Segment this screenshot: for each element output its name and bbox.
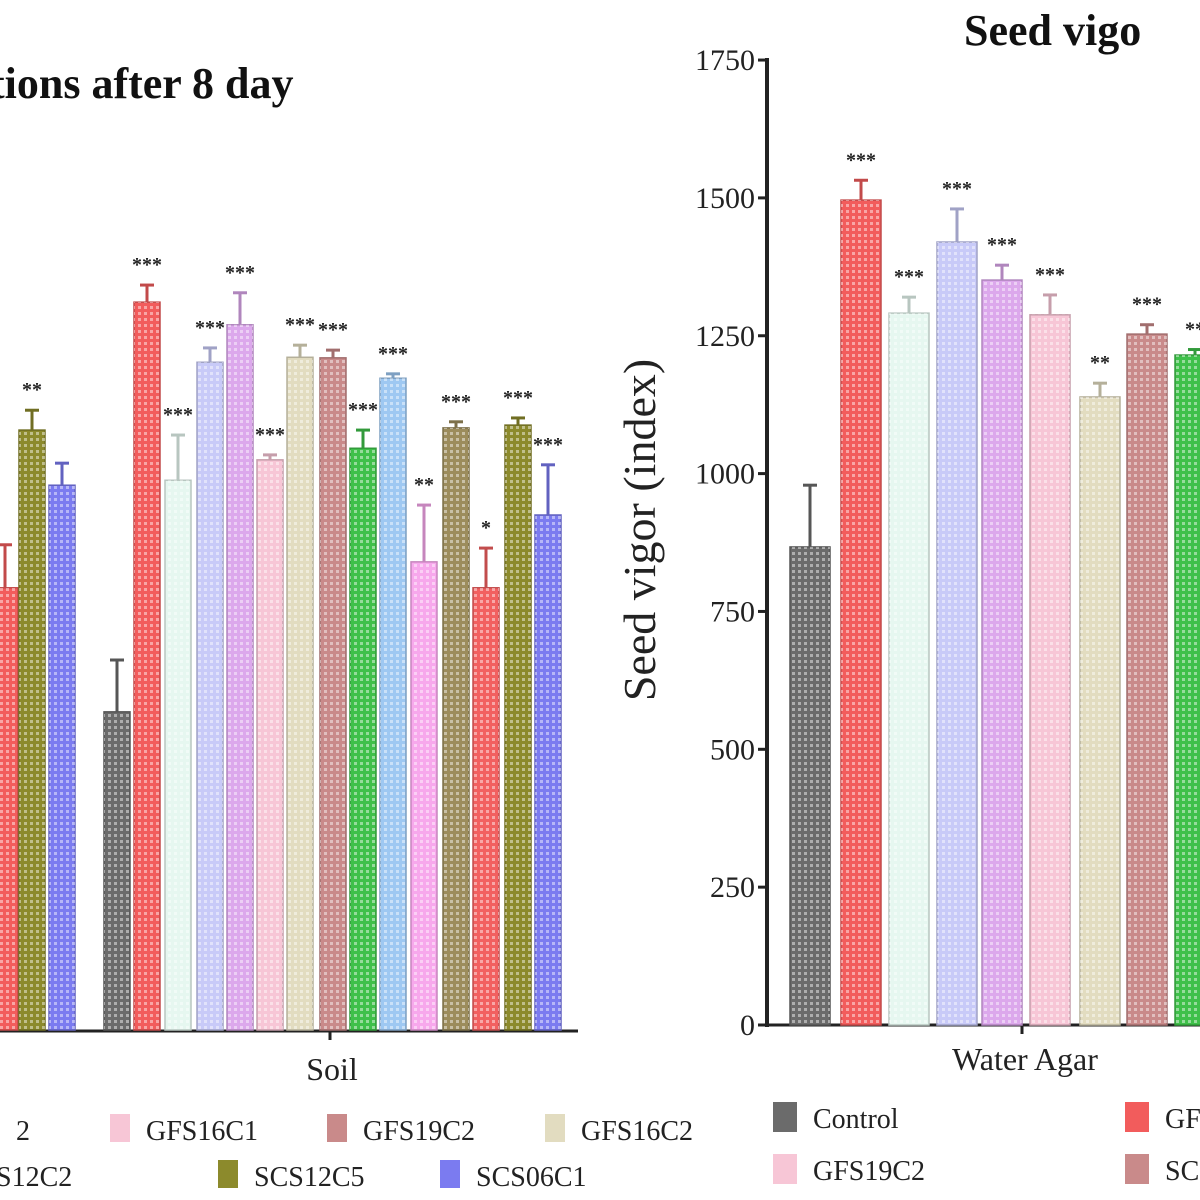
bar-texture bbox=[937, 242, 977, 1026]
right-bars: ********************** bbox=[789, 149, 1200, 1026]
y-tick-label: 750 bbox=[710, 595, 755, 628]
bar-texture bbox=[227, 324, 253, 1030]
y-tick-label: 0 bbox=[740, 1009, 755, 1042]
legend-label: SCS06C1 bbox=[476, 1162, 587, 1193]
legend-label: GFS19C2 bbox=[813, 1156, 925, 1187]
legend-swatch bbox=[1125, 1154, 1149, 1184]
legend-label: SC bbox=[1165, 1156, 1199, 1187]
y-tick-label: 250 bbox=[710, 871, 755, 904]
bar-texture bbox=[350, 448, 376, 1030]
legend-swatch bbox=[327, 1114, 347, 1142]
bar-texture bbox=[982, 280, 1022, 1025]
bar-texture bbox=[1175, 355, 1200, 1025]
legend-label: GFS19C2 bbox=[363, 1116, 475, 1147]
bar-texture bbox=[1080, 396, 1120, 1025]
significance-label: *** bbox=[1035, 264, 1065, 286]
bar-texture bbox=[535, 514, 561, 1030]
bar-texture bbox=[1030, 314, 1070, 1025]
significance-label: *** bbox=[225, 262, 255, 284]
legend-swatch bbox=[218, 1160, 238, 1188]
bar-texture bbox=[1127, 334, 1167, 1025]
y-tick-label: 500 bbox=[710, 733, 755, 766]
significance-label: *** bbox=[132, 254, 162, 276]
significance-label: *** bbox=[285, 314, 315, 336]
significance-label: *** bbox=[348, 399, 378, 421]
significance-label: ** bbox=[22, 379, 42, 401]
bar-texture bbox=[104, 711, 130, 1030]
significance-label: *** bbox=[533, 434, 563, 456]
legend-label: GFS16C2 bbox=[581, 1116, 693, 1147]
bar-texture bbox=[473, 587, 499, 1030]
legend-label: SCS12C5 bbox=[254, 1162, 365, 1193]
bar-texture bbox=[443, 427, 469, 1030]
left-category-label: Soil bbox=[306, 1051, 358, 1087]
right-chart-title: Seed vigo bbox=[964, 6, 1141, 55]
legend-swatch bbox=[1125, 1102, 1149, 1132]
bar-texture bbox=[134, 302, 160, 1031]
y-tick-label: 1250 bbox=[695, 320, 755, 353]
legend-swatch bbox=[773, 1102, 797, 1132]
bar-texture bbox=[841, 200, 881, 1026]
significance-label: *** bbox=[378, 343, 408, 365]
significance-label: * bbox=[481, 517, 491, 539]
significance-label: *** bbox=[894, 266, 924, 288]
legend-label: S12C2 bbox=[0, 1162, 72, 1193]
significance-label: *** bbox=[163, 404, 193, 426]
bar-texture bbox=[0, 587, 18, 1030]
right-y-ticks: 0 250 500 750 1000 1250 1500 1750 bbox=[695, 44, 767, 1042]
significance-label: *** bbox=[318, 319, 348, 341]
significance-label: *** bbox=[441, 391, 471, 413]
legend-swatch bbox=[110, 1114, 130, 1142]
right-category-label: Water Agar bbox=[952, 1041, 1098, 1077]
significance-label: *** bbox=[942, 178, 972, 200]
legend-swatch bbox=[545, 1114, 565, 1142]
legend-label: GF bbox=[1165, 1104, 1200, 1135]
significance-label: *** bbox=[255, 424, 285, 446]
significance-label: *** bbox=[503, 387, 533, 409]
legend-swatch bbox=[773, 1154, 797, 1184]
significance-label: *** bbox=[846, 149, 876, 171]
bar-texture bbox=[197, 362, 223, 1030]
significance-label: ** bbox=[1185, 319, 1200, 341]
bar-texture bbox=[380, 378, 406, 1030]
significance-label: *** bbox=[195, 317, 225, 339]
significance-label: ** bbox=[1090, 352, 1110, 374]
right-y-axis-label: Seed vigor (index) bbox=[614, 359, 665, 701]
bar-texture bbox=[257, 459, 283, 1030]
bar-texture bbox=[49, 485, 75, 1030]
bar-texture bbox=[19, 430, 45, 1031]
y-tick-label: 1750 bbox=[695, 44, 755, 77]
y-tick-label: 1500 bbox=[695, 182, 755, 215]
legend: 2 GFS16C1 GFS19C2 GFS16C2 S12C2 SCS12C5 SCS06C… bbox=[0, 1102, 1200, 1193]
left-bars: ******************** ********************… bbox=[0, 254, 563, 1031]
left-chart-title: tions after 8 day bbox=[0, 59, 294, 108]
y-tick-label: 1000 bbox=[695, 458, 755, 491]
significance-label: *** bbox=[987, 234, 1017, 256]
bar-texture bbox=[411, 561, 437, 1030]
legend-label: Control bbox=[813, 1104, 899, 1135]
bar-texture bbox=[505, 425, 531, 1030]
significance-label: ** bbox=[414, 474, 434, 496]
bar-texture bbox=[790, 546, 830, 1025]
legend-label: 2 bbox=[16, 1116, 30, 1147]
significance-label: *** bbox=[1132, 294, 1162, 316]
bar-texture bbox=[320, 357, 346, 1031]
legend-swatch bbox=[440, 1160, 460, 1188]
legend-label: GFS16C1 bbox=[146, 1116, 258, 1147]
bar-texture bbox=[165, 480, 191, 1030]
bar-texture bbox=[889, 313, 929, 1026]
bar-texture bbox=[287, 357, 313, 1030]
